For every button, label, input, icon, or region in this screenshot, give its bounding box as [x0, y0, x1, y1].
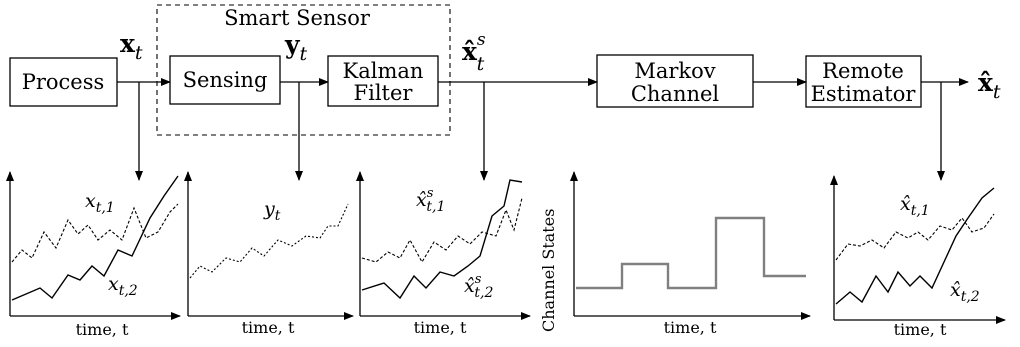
plot-xhat: x̂t,1 x̂t,2 time, t	[830, 175, 1006, 339]
remote-label-line1: Remote	[822, 59, 904, 83]
plot1-xlabel: time, t	[76, 320, 129, 339]
plot4-xlabel: time, t	[664, 318, 717, 337]
plot-y: yt time, t	[184, 171, 354, 337]
plot2-series-y	[189, 203, 349, 279]
plot2-label-y: yt	[263, 198, 281, 224]
signal-y-t: yt	[284, 30, 308, 65]
plot3-xlabel: time, t	[414, 318, 467, 337]
sensing-block	[169, 55, 281, 105]
sensing-label: Sensing	[183, 68, 268, 92]
plot-xs: x̂s t,1 x̂s t,2 time, t	[356, 171, 531, 337]
process-block	[9, 57, 118, 107]
plot-x: xt,1 xt,2 time, t	[5, 171, 181, 339]
remote-label-line2: Estimator	[811, 82, 917, 106]
process-label: Process	[22, 70, 105, 94]
signal-xhat-output: x̂t	[978, 68, 1001, 103]
markov-label-line1: Markov	[634, 59, 715, 83]
plot3-series-x2	[361, 179, 523, 300]
markov-channel-block	[596, 54, 754, 108]
plot-channel: Channel States time, t	[539, 171, 811, 337]
plot5-series-x1	[835, 213, 995, 261]
plot3-label-x1: x̂s t,1	[416, 186, 445, 215]
smart-sensor-label: Smart Sensor	[224, 6, 371, 30]
plot3-label-x2: x̂s t,2	[464, 272, 493, 301]
plot3-series-x1	[361, 197, 523, 264]
plot1-label-x2: xt,2	[108, 273, 138, 299]
plot4-channel-state-line	[576, 216, 806, 290]
markov-label-line2: Channel	[631, 82, 720, 106]
plot5-xlabel: time, t	[894, 320, 947, 339]
plot5-label-x2: x̂t,2	[950, 279, 980, 305]
plot5-series-x2	[835, 187, 995, 305]
signal-xs-hat: x̂s t	[462, 30, 486, 75]
plot2-xlabel: time, t	[242, 318, 295, 337]
plot1-series-x2	[11, 175, 179, 301]
kalman-label-line1: Kalman	[343, 59, 424, 83]
smart-sensor-boundary	[156, 4, 451, 136]
kalman-label-line2: Filter	[354, 81, 414, 105]
plot1-label-x1: xt,1	[85, 190, 115, 216]
plot1-series-x1	[11, 203, 179, 263]
plot4-ylabel: Channel States	[539, 209, 558, 332]
plot5-label-x1: x̂t,1	[900, 193, 930, 219]
signal-x-t: xt	[120, 29, 143, 64]
